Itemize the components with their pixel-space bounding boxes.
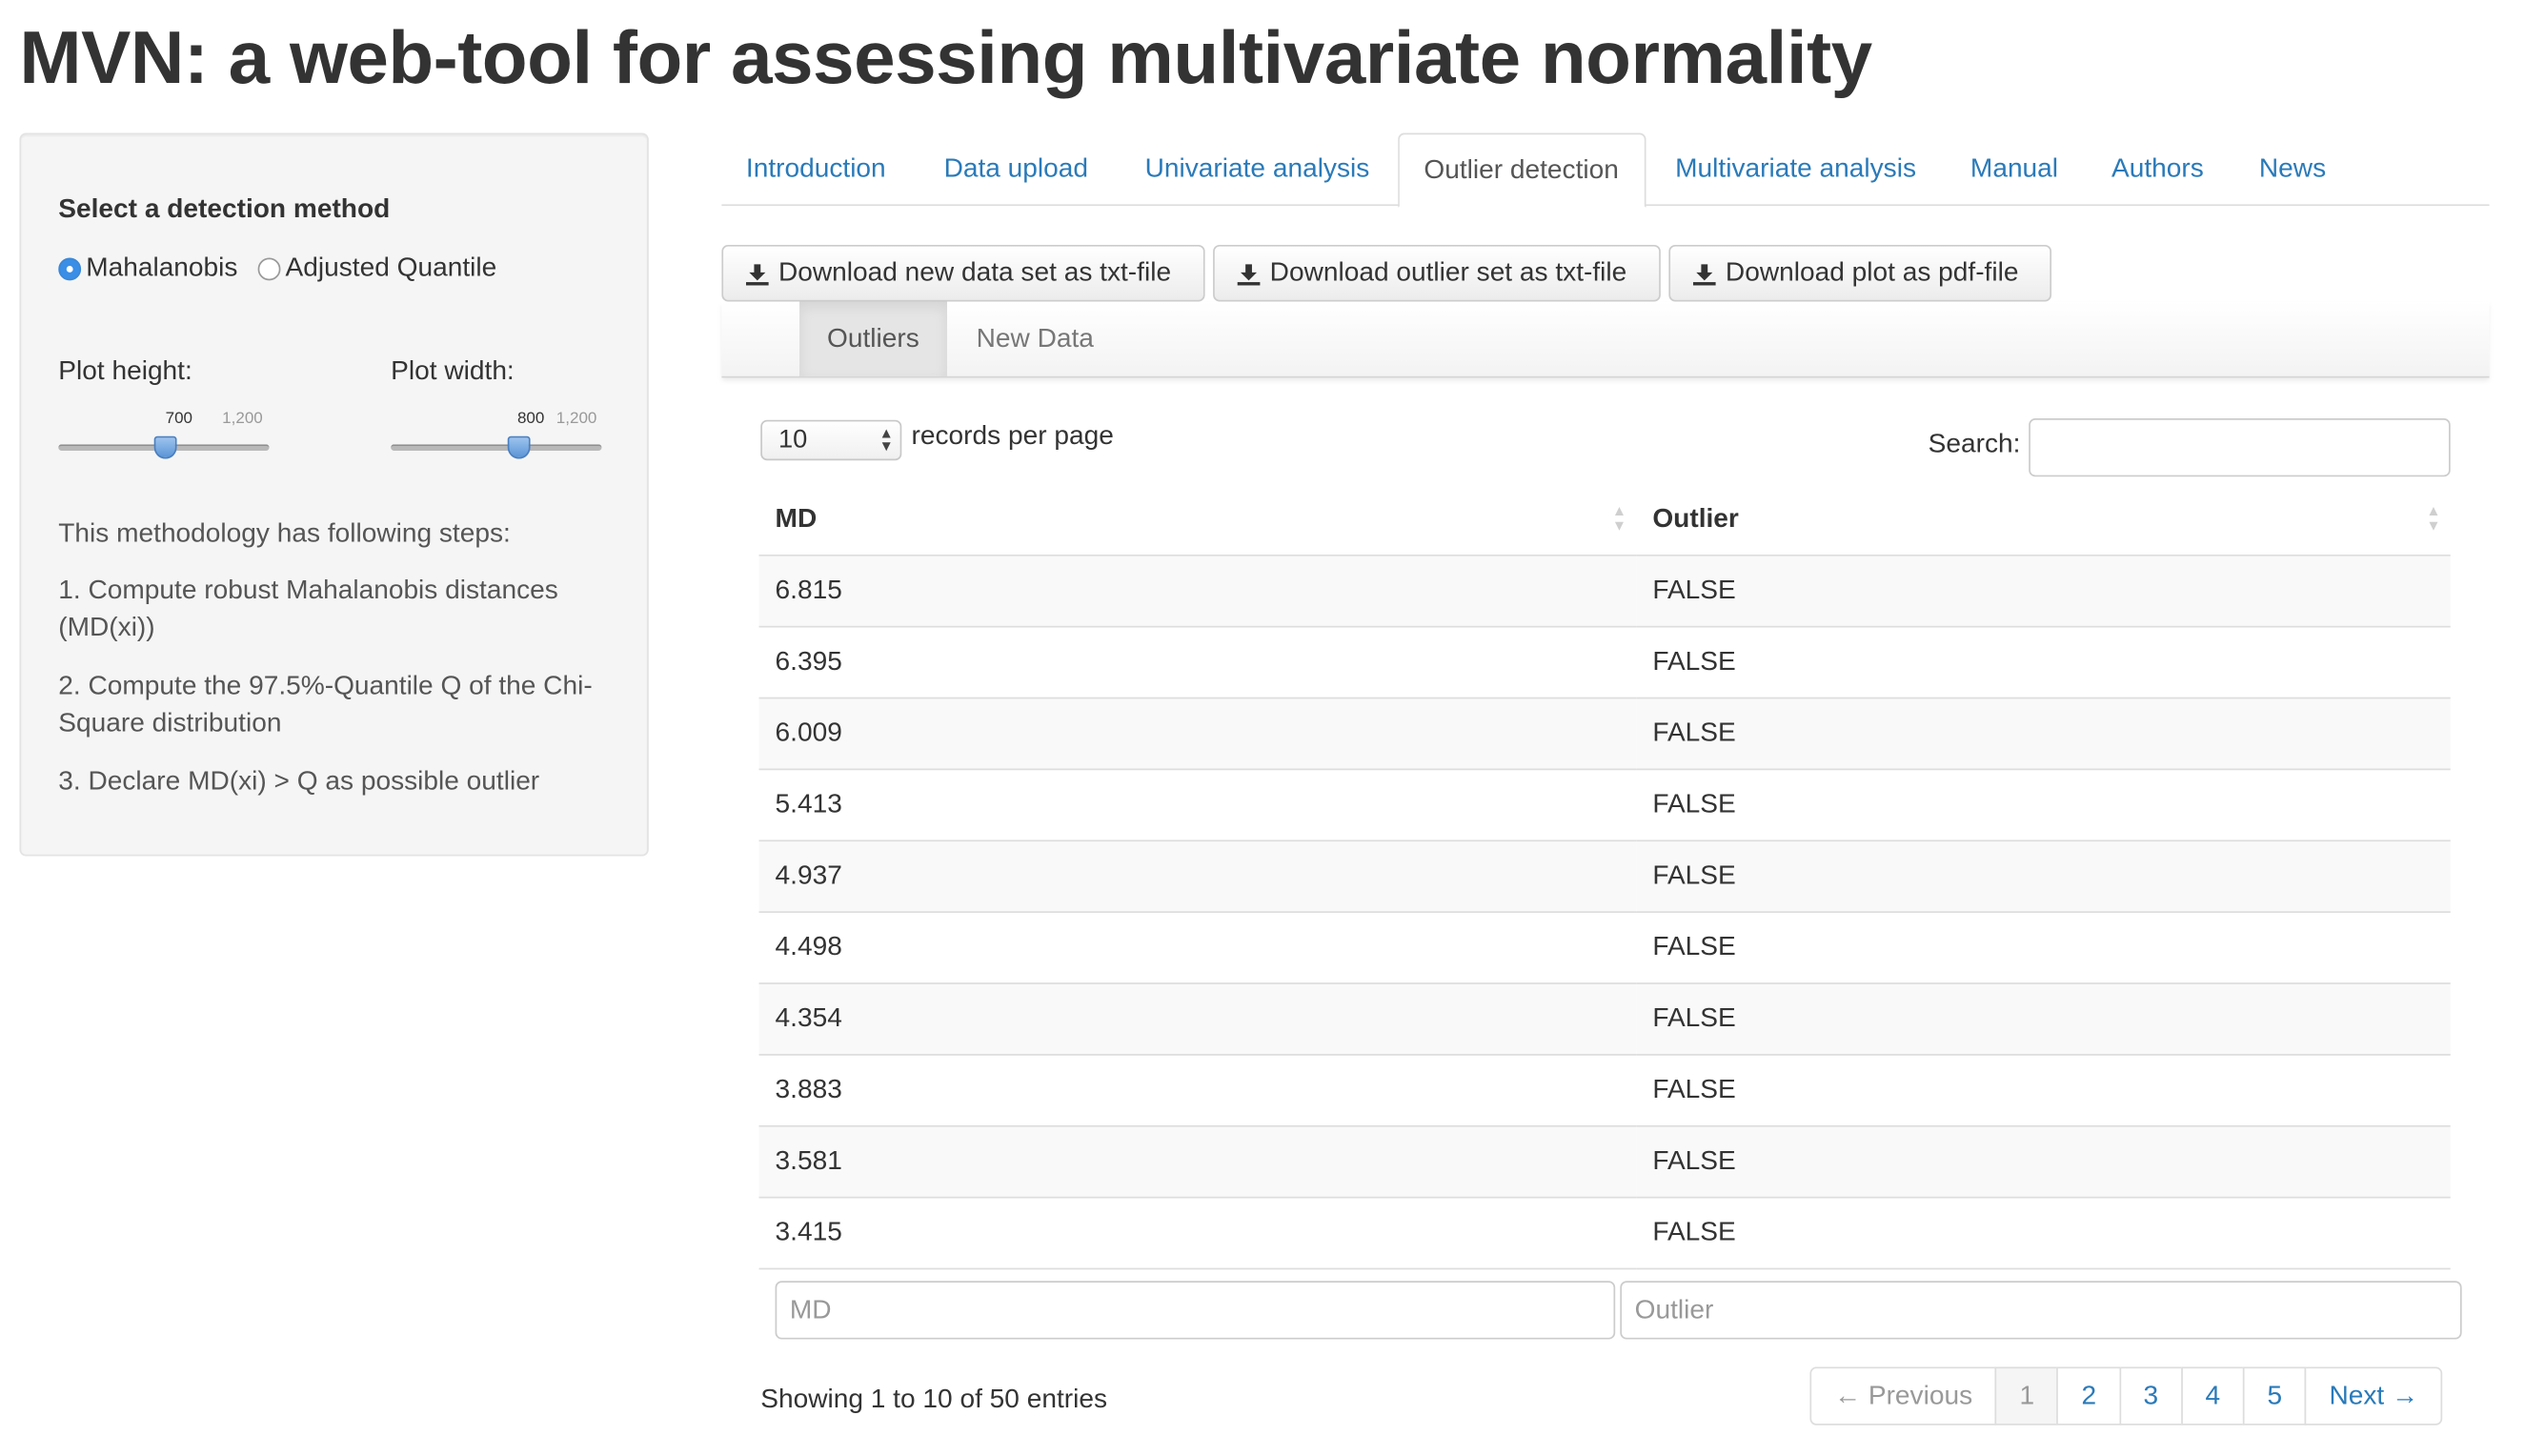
table-row: 4.937 FALSE: [758, 840, 2451, 914]
cell-outlier: FALSE: [1636, 769, 2451, 842]
cell-md: 4.937: [758, 840, 1637, 914]
radio-button-selected[interactable]: [58, 256, 82, 280]
subtab-new-data[interactable]: New Data: [976, 324, 1094, 354]
page-button-4[interactable]: 4: [2180, 1366, 2245, 1426]
cell-md: 4.498: [758, 912, 1637, 984]
download-new-data-button[interactable]: Download new data set as txt-file: [721, 244, 1205, 302]
tab-news[interactable]: News: [2258, 153, 2327, 184]
page-button-1[interactable]: 1: [1994, 1366, 2059, 1426]
cell-outlier: FALSE: [1636, 1054, 2451, 1127]
download-button-label: Download outlier set as txt-file: [1269, 257, 1627, 288]
methodology-intro: This methodology has following steps:: [58, 518, 511, 549]
cell-outlier: FALSE: [1636, 912, 2451, 984]
records-per-page-select[interactable]: 10 ▲ ▼: [760, 419, 902, 461]
table-row: 3.415 FALSE: [758, 1197, 2451, 1270]
table-row: 6.815 FALSE: [758, 555, 2451, 628]
cell-outlier: FALSE: [1636, 626, 2451, 699]
records-per-page-value: 10: [778, 426, 808, 455]
tab-manual[interactable]: Manual: [1970, 153, 2059, 184]
column-header-outlier[interactable]: Outlier ▲ ▼: [1636, 484, 2451, 556]
table-info-text: Showing 1 to 10 of 50 entries: [760, 1385, 1108, 1414]
cell-outlier: FALSE: [1636, 1125, 2451, 1199]
radio-label: Adjusted Quantile: [285, 253, 497, 283]
cell-md: 4.354: [758, 983, 1637, 1056]
plot-width-slider[interactable]: [391, 444, 602, 452]
radio-button[interactable]: [257, 256, 281, 280]
plot-width-max-tick: 1,200: [556, 410, 597, 429]
cell-outlier: FALSE: [1636, 983, 2451, 1056]
download-icon: [745, 262, 769, 285]
select-arrows-icon: ▲ ▼: [879, 424, 894, 455]
download-plot-pdf-button[interactable]: Download plot as pdf-file: [1668, 244, 2052, 302]
table-header-row: MD ▲ ▼ Outlier ▲ ▼: [758, 484, 2451, 556]
next-page-button[interactable]: Next →: [2304, 1366, 2443, 1426]
cell-outlier: FALSE: [1636, 698, 2451, 771]
tab-outlier-detection[interactable]: Outlier detection: [1398, 132, 1646, 208]
download-outlier-set-button[interactable]: Download outlier set as txt-file: [1213, 244, 1661, 302]
table-row: 3.581 FALSE: [758, 1125, 2451, 1199]
table-row: 6.009 FALSE: [758, 698, 2451, 771]
table-row: 3.883 FALSE: [758, 1054, 2451, 1127]
plot-height-label: Plot height:: [58, 356, 192, 386]
table-row: 4.498 FALSE: [758, 912, 2451, 984]
column-header-label: Outlier: [1652, 504, 1739, 534]
cell-outlier: FALSE: [1636, 840, 2451, 914]
tab-multivariate-analysis[interactable]: Multivariate analysis: [1675, 153, 1917, 184]
radio-option-mahalanobis[interactable]: Mahalanobis: [58, 253, 237, 283]
plot-height-slider-handle[interactable]: [153, 435, 177, 459]
column-header-md[interactable]: MD ▲ ▼: [758, 484, 1637, 556]
sub-tabs: Outliers New Data: [721, 301, 2490, 378]
tab-introduction[interactable]: Introduction: [745, 153, 886, 184]
download-button-label: Download new data set as txt-file: [778, 257, 1172, 288]
cell-outlier: FALSE: [1636, 1197, 2451, 1270]
cell-md: 6.009: [758, 698, 1637, 771]
outlier-filter-input[interactable]: [1620, 1281, 2462, 1340]
download-button-label: Download plot as pdf-file: [1725, 257, 2019, 288]
radio-option-adjusted-quantile[interactable]: Adjusted Quantile: [257, 253, 497, 283]
page-button-3[interactable]: 3: [2118, 1366, 2183, 1426]
plot-height-max-tick: 1,200: [222, 410, 263, 429]
cell-md: 6.815: [758, 555, 1637, 628]
records-per-page-label: records per page: [911, 421, 1114, 452]
outlier-table: MD ▲ ▼ Outlier ▲ ▼ 6.815 FALSE 6.395 FALSE 6…: [758, 484, 2451, 1270]
page-button-5[interactable]: 5: [2242, 1366, 2307, 1426]
cell-outlier: FALSE: [1636, 555, 2451, 628]
subtab-outliers[interactable]: Outliers: [799, 301, 947, 376]
plot-width-label: Plot width:: [391, 356, 515, 386]
table-row: 5.413 FALSE: [758, 769, 2451, 842]
search-label: Search:: [1928, 429, 2021, 459]
plot-width-slider-handle[interactable]: [507, 435, 531, 459]
main-tabs: Introduction Data upload Univariate anal…: [721, 132, 2490, 208]
table-row: 6.395 FALSE: [758, 626, 2451, 699]
search-input[interactable]: [2029, 418, 2451, 477]
tab-data-upload[interactable]: Data upload: [943, 153, 1089, 184]
cell-md: 5.413: [758, 769, 1637, 842]
cell-md: 6.395: [758, 626, 1637, 699]
sort-icon: ▲ ▼: [2426, 502, 2441, 534]
cell-md: 3.415: [758, 1197, 1637, 1270]
tab-authors[interactable]: Authors: [2111, 153, 2204, 184]
methodology-step-1: 1. Compute robust Mahalanobis distances …: [58, 576, 558, 642]
md-filter-input[interactable]: [775, 1281, 1616, 1340]
column-header-label: MD: [775, 504, 818, 534]
methodology-step-3: 3. Declare MD(xi) > Q as possible outlie…: [58, 766, 540, 797]
download-icon: [1237, 262, 1261, 285]
cell-md: 3.883: [758, 1054, 1637, 1127]
page-button-2[interactable]: 2: [2056, 1366, 2121, 1426]
radio-label: Mahalanobis: [86, 253, 238, 283]
table-row: 4.354 FALSE: [758, 983, 2451, 1056]
page-title: MVN: a web-tool for assessing multivaria…: [19, 14, 1872, 99]
previous-page-button[interactable]: ← Previous: [1809, 1366, 1997, 1426]
plot-width-current-tick: 800: [516, 410, 545, 429]
sort-icon: ▲ ▼: [1611, 502, 1627, 534]
methodology-step-2: 2. Compute the 97.5%-Quantile Q of the C…: [58, 671, 593, 738]
sidebar-panel: Select a detection method Mahalanobis Ad…: [19, 132, 649, 857]
download-icon: [1692, 262, 1716, 285]
cell-md: 3.581: [758, 1125, 1637, 1199]
plot-height-current-tick: 700: [165, 410, 193, 429]
method-label: Select a detection method: [58, 194, 391, 224]
pagination: ← Previous 1 2 3 4 5 Next →: [1809, 1366, 2443, 1426]
tab-univariate-analysis[interactable]: Univariate analysis: [1144, 153, 1370, 184]
